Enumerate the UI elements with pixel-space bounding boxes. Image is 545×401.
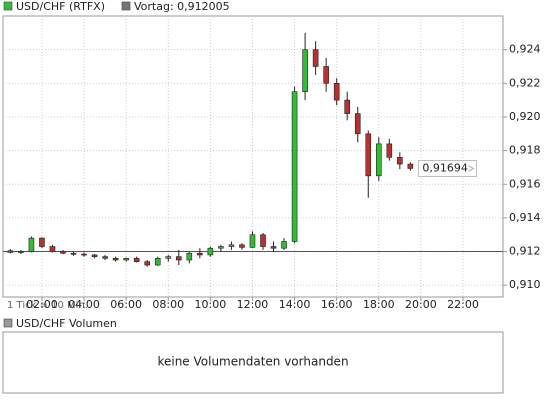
y-tick-label: 0,914 (509, 211, 541, 224)
x-tick-label: 04:00 (68, 298, 100, 311)
candle-body (312, 49, 319, 67)
candle-body (154, 257, 161, 266)
candle-body (81, 253, 87, 256)
candle-body (18, 251, 24, 253)
x-tick-label: 02:00 (26, 298, 58, 311)
x-tick-label: 08:00 (152, 298, 184, 311)
candle-body (260, 234, 266, 247)
last-price-box (417, 159, 477, 177)
candle-body (302, 49, 308, 93)
candle-body (249, 234, 256, 248)
candle-body (239, 244, 245, 248)
candle-body (386, 143, 393, 158)
candle-body (165, 256, 172, 259)
candle-body (270, 246, 277, 249)
legend-label: USD/CHF Volumen (16, 317, 117, 330)
candle-body (133, 257, 140, 262)
x-tick-label: 10:00 (195, 298, 227, 311)
annotation: 1 Tick = 10 Min. (7, 300, 88, 311)
candle-body (144, 261, 151, 266)
candle-body (218, 246, 224, 249)
x-tick-label: 18:00 (363, 298, 395, 311)
last-price-label: 0,91694 (422, 161, 468, 174)
y-tick-label: 0,912 (509, 245, 541, 258)
candle-body (197, 252, 203, 256)
legend-swatch (121, 1, 131, 11)
candle-body (186, 252, 193, 261)
legend-label: USD/CHF (RTFX) (16, 0, 105, 13)
candle-body (323, 66, 329, 84)
x-tick-label: 14:00 (279, 298, 311, 311)
legend-label: Vortag: 0,912005 (134, 0, 230, 13)
x-tick-label: 20:00 (405, 298, 437, 311)
y-tick-label: 0,916 (509, 177, 541, 190)
candle-body (407, 163, 414, 169)
x-tick-label: 16:00 (321, 298, 353, 311)
candle-body (175, 256, 182, 261)
candle-body (281, 241, 287, 249)
candle-body (291, 91, 298, 242)
candle-body (344, 99, 351, 114)
x-tick-label: 22:00 (447, 298, 479, 311)
candle-body (49, 246, 56, 252)
last-price-arrow (468, 165, 475, 172)
candle-body (228, 244, 235, 247)
candle-body (39, 237, 45, 247)
volume-message: keine Volumendaten vorhanden (157, 355, 348, 369)
y-tick-label: 0,910 (509, 278, 541, 291)
x-tick-label: 06:00 (110, 298, 142, 311)
y-tick-label: 0,922 (509, 76, 541, 89)
candle-body (365, 133, 372, 177)
candle-body (333, 83, 340, 101)
candle-body (102, 256, 108, 259)
volume-frame (2, 331, 504, 394)
candle-body (112, 257, 119, 261)
candle-body (397, 157, 403, 165)
candle-body (375, 143, 382, 177)
y-tick-label: 0,918 (509, 144, 541, 157)
candle-body (60, 251, 66, 254)
candle-body (70, 252, 77, 255)
y-tick-label: 0,920 (509, 110, 541, 123)
plot-frame (2, 15, 504, 298)
candle-body (28, 237, 35, 252)
candle-body (207, 247, 214, 256)
legend-swatch (3, 318, 13, 328)
x-tick-label: 12:00 (237, 298, 269, 311)
candle-body (91, 254, 98, 257)
y-tick-label: 0,924 (509, 43, 541, 56)
legend-swatch (3, 1, 13, 11)
candle-body (123, 257, 129, 261)
candle-body (7, 250, 14, 253)
candle-body (354, 113, 361, 135)
